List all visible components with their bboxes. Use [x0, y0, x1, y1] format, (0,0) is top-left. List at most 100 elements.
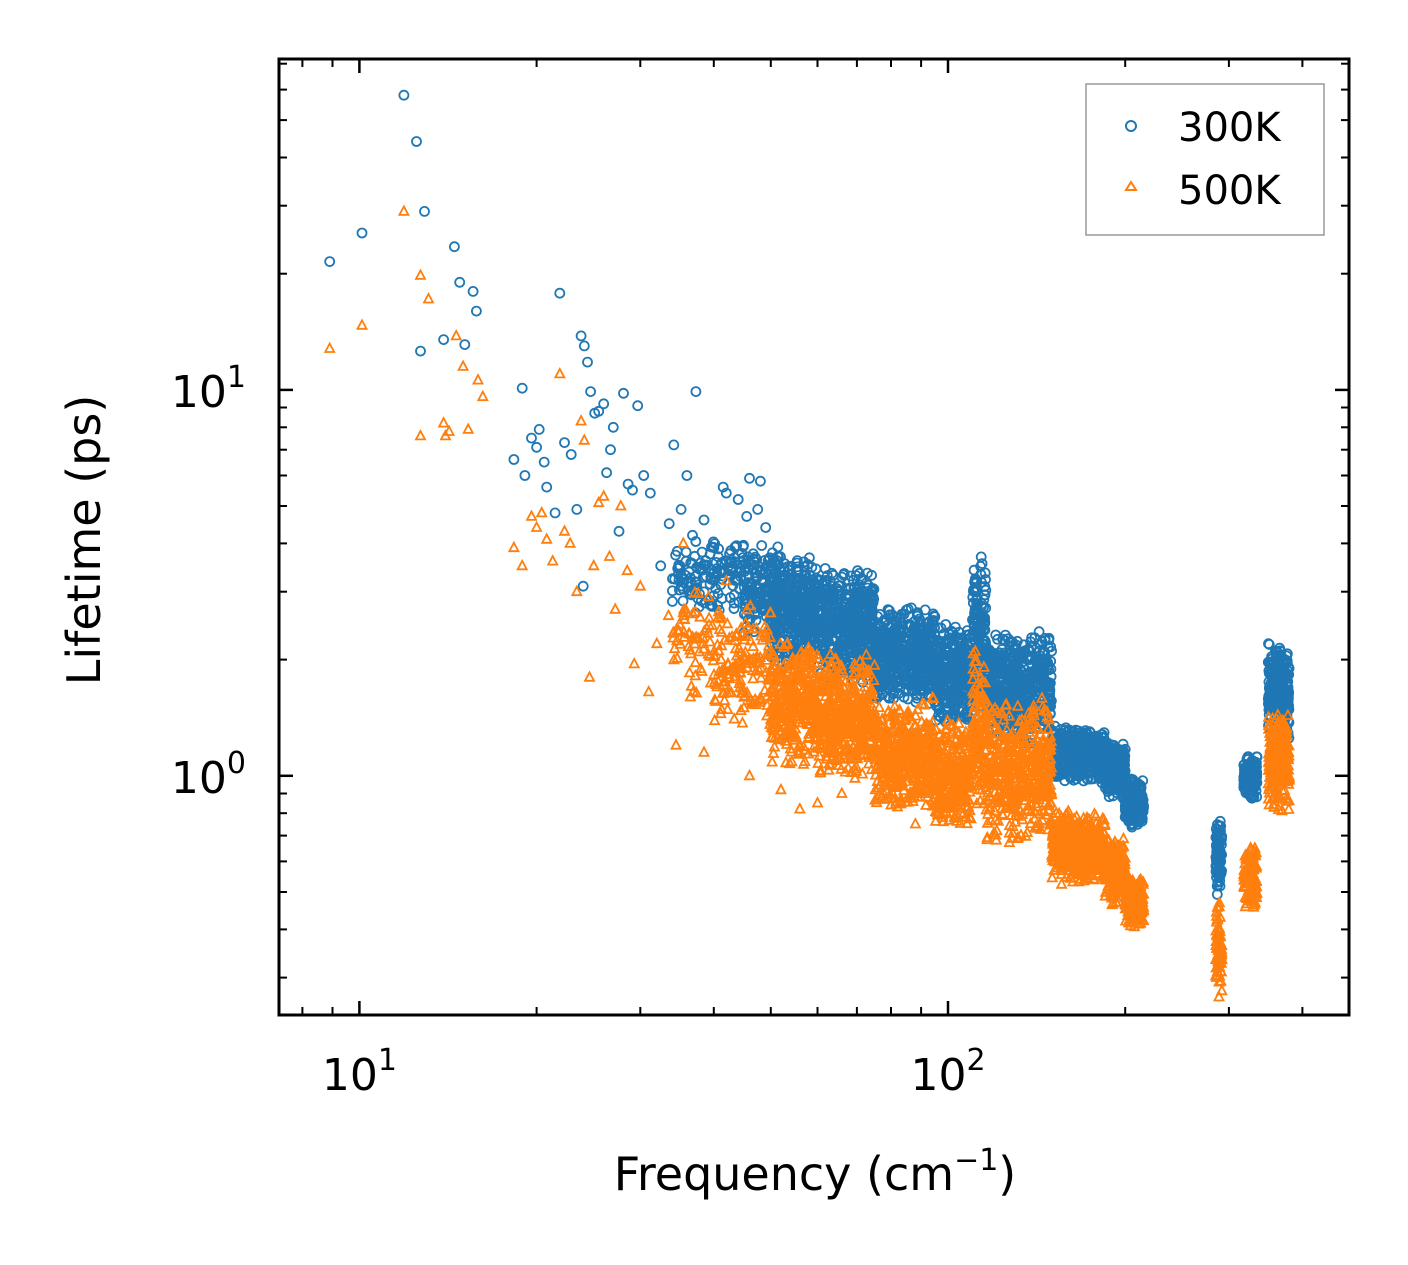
data-point-300K — [698, 559, 709, 571]
data-point-300K — [769, 608, 781, 619]
data-point-300K — [676, 572, 687, 584]
data-point-300K — [756, 540, 768, 551]
data-point-300K — [1012, 661, 1023, 673]
data-point-300K — [782, 561, 794, 572]
data-point-300K — [1070, 737, 1082, 749]
data-point-300K — [438, 334, 450, 346]
data-point-300K — [708, 536, 719, 548]
data-point-300K — [821, 603, 833, 615]
data-point-300K — [459, 339, 471, 351]
data-point-300K — [728, 603, 740, 614]
data-point-300K — [644, 487, 656, 499]
data-point-300K — [993, 653, 1005, 665]
data-point-300K — [1045, 677, 1056, 689]
data-point-300K — [1005, 677, 1016, 689]
data-point-300K — [663, 518, 675, 530]
data-point-300K — [827, 569, 839, 581]
data-point-300K — [975, 561, 986, 572]
data-point-300K — [885, 649, 896, 660]
data-point-300K — [933, 710, 944, 722]
data-point-300K — [1210, 866, 1222, 877]
data-point-300K — [894, 631, 906, 643]
data-point-300K — [541, 481, 553, 493]
data-point-300K — [940, 619, 952, 630]
data-point-300K — [827, 625, 839, 637]
data-point-300K — [1071, 773, 1082, 785]
data-point-300K — [818, 642, 830, 654]
data-point-300K — [732, 494, 744, 505]
data-point-300K — [953, 626, 965, 638]
data-point-300K — [929, 639, 941, 650]
data-point-300K — [1060, 722, 1072, 734]
data-point-300K — [1056, 768, 1068, 780]
data-point-300K — [947, 647, 958, 659]
data-point-300K — [818, 580, 829, 591]
data-point-300K — [565, 449, 577, 460]
data-point-300K — [1011, 635, 1023, 647]
data-point-300K — [802, 559, 814, 570]
data-point-300K — [739, 566, 750, 577]
data-point-300K — [744, 472, 755, 484]
data-point-300K — [976, 621, 988, 633]
data-point-300K — [770, 583, 782, 595]
data-point-300K — [786, 573, 798, 585]
data-point-300K — [903, 642, 915, 654]
data-point-300K — [1137, 800, 1149, 811]
data-point-300K — [852, 602, 864, 614]
data-point-300K — [675, 503, 687, 515]
data-point-300K — [955, 632, 967, 644]
data-point-300K — [952, 688, 964, 700]
data-point-300K — [984, 647, 995, 658]
data-point-300K — [686, 558, 698, 569]
data-point-300K — [850, 570, 862, 581]
data-point-300K — [946, 708, 958, 720]
data-point-300K — [837, 639, 848, 650]
data-point-300K — [470, 305, 482, 317]
data-point-300K — [687, 529, 698, 541]
data-point-300K — [1112, 759, 1124, 771]
data-point-300K — [867, 583, 879, 594]
data-point-300K — [937, 687, 948, 699]
data-point-300K — [690, 386, 702, 398]
data-point-300K — [697, 571, 709, 583]
data-point-300K — [1085, 735, 1097, 747]
data-point-300K — [804, 552, 815, 564]
data-point-300K — [876, 640, 888, 652]
data-point-300K — [979, 589, 991, 601]
data-point-300K — [804, 614, 816, 626]
data-point-300K — [884, 692, 896, 704]
data-point-300K — [779, 558, 790, 569]
data-point-300K — [737, 541, 749, 553]
data-point-300K — [909, 628, 921, 640]
data-point-300K — [601, 467, 612, 479]
data-point-300K — [667, 596, 678, 607]
data-point-300K — [741, 579, 753, 591]
data-point-300K — [538, 456, 550, 468]
data-point-300K — [1015, 687, 1027, 698]
data-point-300K — [638, 470, 650, 481]
data-point-300K — [845, 570, 856, 582]
data-point-300K — [931, 670, 943, 682]
data-point-300K — [598, 398, 610, 410]
data-point-300K — [940, 697, 952, 708]
data-point-300K — [1044, 699, 1056, 710]
data-point-300K — [627, 484, 638, 496]
data-point-300K — [821, 608, 833, 620]
data-point-300K — [1129, 780, 1141, 791]
data-point-300K — [999, 635, 1011, 647]
data-point-300K — [1216, 849, 1227, 861]
data-point-300K — [903, 671, 914, 683]
data-point-300K — [1017, 662, 1029, 673]
data-point-300K — [833, 584, 845, 596]
data-point-300K — [1031, 671, 1042, 683]
data-point-300K — [776, 597, 788, 609]
data-point-300K — [415, 345, 426, 357]
data-point-300K — [876, 654, 887, 666]
data-point-300K — [575, 330, 587, 342]
data-point-300K — [919, 663, 931, 675]
data-point-300K — [1215, 836, 1227, 848]
data-point-300K — [869, 648, 881, 660]
data-point-300K — [920, 660, 931, 672]
data-point-300K — [681, 470, 693, 481]
data-point-300K — [1030, 676, 1041, 687]
